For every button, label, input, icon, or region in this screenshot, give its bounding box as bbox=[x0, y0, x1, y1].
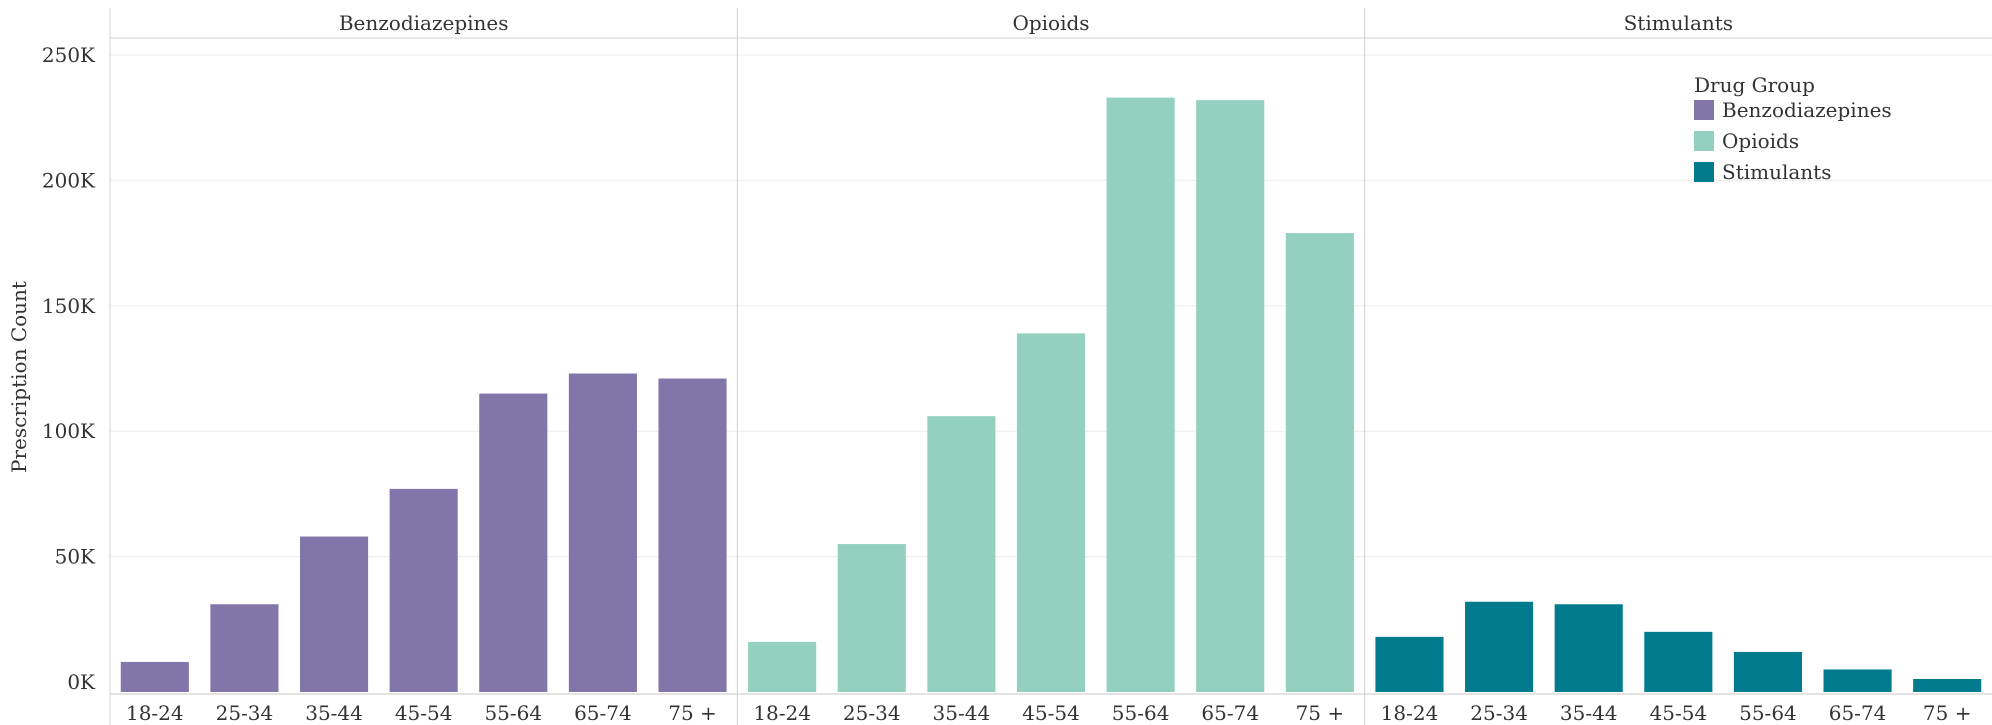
bar bbox=[1196, 100, 1265, 693]
bar bbox=[210, 604, 279, 692]
grid-lines bbox=[110, 54, 1992, 558]
x-tick-label: 65-74 bbox=[1201, 701, 1259, 725]
y-tick-label: 0K bbox=[67, 670, 96, 694]
x-tick-label: 25-34 bbox=[843, 701, 901, 725]
x-tick-label: 18-24 bbox=[126, 701, 184, 725]
bar bbox=[1375, 636, 1444, 692]
x-tick-label: 75 + bbox=[1296, 701, 1345, 725]
bar bbox=[1733, 651, 1803, 692]
bar bbox=[837, 544, 906, 692]
panel-title: Benzodiazepines bbox=[339, 11, 509, 35]
bar bbox=[1016, 333, 1086, 692]
y-tick-label: 150K bbox=[42, 294, 96, 318]
legend-title: Drug Group bbox=[1694, 73, 1815, 97]
x-tick-label: 25-34 bbox=[1470, 701, 1528, 725]
y-tick-label: 100K bbox=[42, 419, 96, 443]
panel-title: Stimulants bbox=[1624, 11, 1733, 35]
x-tick-label: 45-54 bbox=[395, 701, 453, 725]
x-tick-label: 45-54 bbox=[1022, 701, 1080, 725]
legend-label: Stimulants bbox=[1722, 160, 1831, 184]
x-tick-label: 45-54 bbox=[1650, 701, 1708, 725]
bar bbox=[1554, 604, 1623, 692]
bar bbox=[1465, 601, 1534, 692]
legend-label: Benzodiazepines bbox=[1722, 98, 1892, 122]
x-tick-label: 55-64 bbox=[1739, 701, 1797, 725]
bar bbox=[120, 661, 189, 692]
x-tick-label: 25-34 bbox=[216, 701, 274, 725]
panels: Benzodiazepines 18-24 25-34 35-44 45-54 55-64… bbox=[109, 8, 1992, 725]
bar bbox=[658, 378, 727, 692]
y-tick-label: 50K bbox=[55, 545, 96, 569]
panel-title: Opioids bbox=[1012, 11, 1089, 35]
bar bbox=[1285, 233, 1354, 692]
bar bbox=[748, 641, 817, 692]
bar bbox=[1644, 631, 1713, 692]
x-tick-label: 18-24 bbox=[753, 701, 811, 725]
bar bbox=[299, 536, 369, 692]
x-tick-label: 18-24 bbox=[1381, 701, 1439, 725]
x-tick-label: 75 + bbox=[1923, 701, 1972, 725]
x-tick-label: 75 + bbox=[668, 701, 717, 725]
legend-label: Opioids bbox=[1722, 129, 1799, 153]
x-tick-label: 65-74 bbox=[1829, 701, 1887, 725]
bar bbox=[568, 373, 637, 692]
bar bbox=[389, 488, 458, 692]
bar bbox=[479, 393, 548, 692]
x-tick-label: 55-64 bbox=[484, 701, 542, 725]
bar bbox=[1106, 97, 1175, 693]
x-tick-label: 35-44 bbox=[305, 701, 363, 725]
legend-swatch bbox=[1694, 100, 1714, 120]
legend-swatch bbox=[1694, 162, 1714, 182]
bar bbox=[1913, 678, 1982, 692]
legend: Drug Group Benzodiazepines Opioids Stimula… bbox=[1694, 73, 1892, 184]
bar bbox=[927, 416, 996, 692]
y-axis-title: Prescription Count bbox=[7, 281, 31, 473]
x-tick-label: 65-74 bbox=[574, 701, 632, 725]
x-tick-label: 35-44 bbox=[1560, 701, 1618, 725]
x-tick-label: 55-64 bbox=[1112, 701, 1170, 725]
legend-swatch bbox=[1694, 131, 1714, 151]
y-tick-label: 200K bbox=[42, 168, 96, 192]
x-tick-label: 35-44 bbox=[933, 701, 991, 725]
y-axis: Prescription Count 0K 50K 100K 150K 200K 250K bbox=[7, 43, 96, 694]
y-tick-label: 250K bbox=[42, 43, 96, 67]
bar bbox=[1823, 669, 1892, 692]
